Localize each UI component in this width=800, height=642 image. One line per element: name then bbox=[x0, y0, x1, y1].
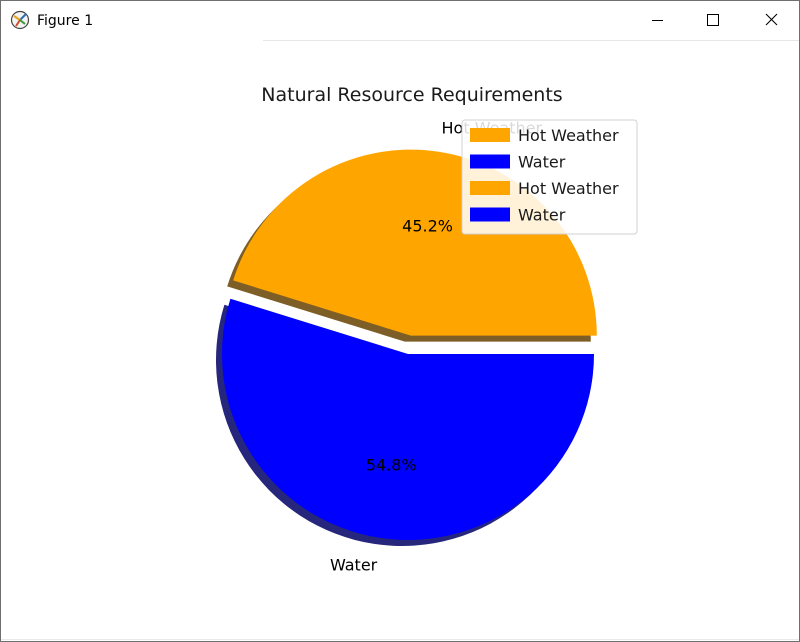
wedge-percent-label-0: 45.2% bbox=[402, 216, 453, 235]
pie-chart: Natural Resource Requirements 45.2% Hot W… bbox=[216, 84, 638, 574]
legend-label-1: Water bbox=[518, 153, 566, 172]
legend-swatch-2 bbox=[470, 181, 510, 195]
minimize-button[interactable] bbox=[635, 1, 681, 40]
legend-swatch-1 bbox=[470, 154, 510, 169]
title-bar-divider bbox=[263, 40, 799, 41]
minimize-icon bbox=[652, 20, 663, 21]
maximize-icon bbox=[707, 14, 719, 26]
chart-title: Natural Resource Requirements bbox=[261, 84, 562, 106]
close-icon bbox=[765, 13, 778, 26]
title-bar[interactable]: Figure 1 bbox=[1, 1, 799, 40]
bottom-divider bbox=[1, 639, 799, 640]
legend-frame bbox=[461, 119, 638, 235]
legend-swatch-3 bbox=[470, 207, 510, 222]
window-title: Figure 1 bbox=[37, 13, 94, 29]
matplotlib-figure-icon bbox=[10, 10, 30, 30]
legend: Hot Weather Water Hot Weather Water bbox=[461, 119, 638, 235]
close-button[interactable] bbox=[749, 1, 795, 40]
figure-canvas[interactable]: Natural Resource Requirements 45.2% Hot W… bbox=[1, 41, 799, 639]
legend-label-2: Hot Weather bbox=[518, 179, 619, 198]
maximize-button[interactable] bbox=[690, 1, 736, 40]
pie-wedge-1 bbox=[222, 298, 594, 540]
legend-swatch-0 bbox=[470, 128, 510, 142]
legend-label-0: Hot Weather bbox=[518, 126, 619, 145]
pie-wedges bbox=[222, 149, 597, 540]
wedge-percent-label-1: 54.8% bbox=[366, 455, 417, 474]
legend-label-3: Water bbox=[518, 206, 566, 225]
wedge-category-label-1: Water bbox=[330, 555, 378, 574]
